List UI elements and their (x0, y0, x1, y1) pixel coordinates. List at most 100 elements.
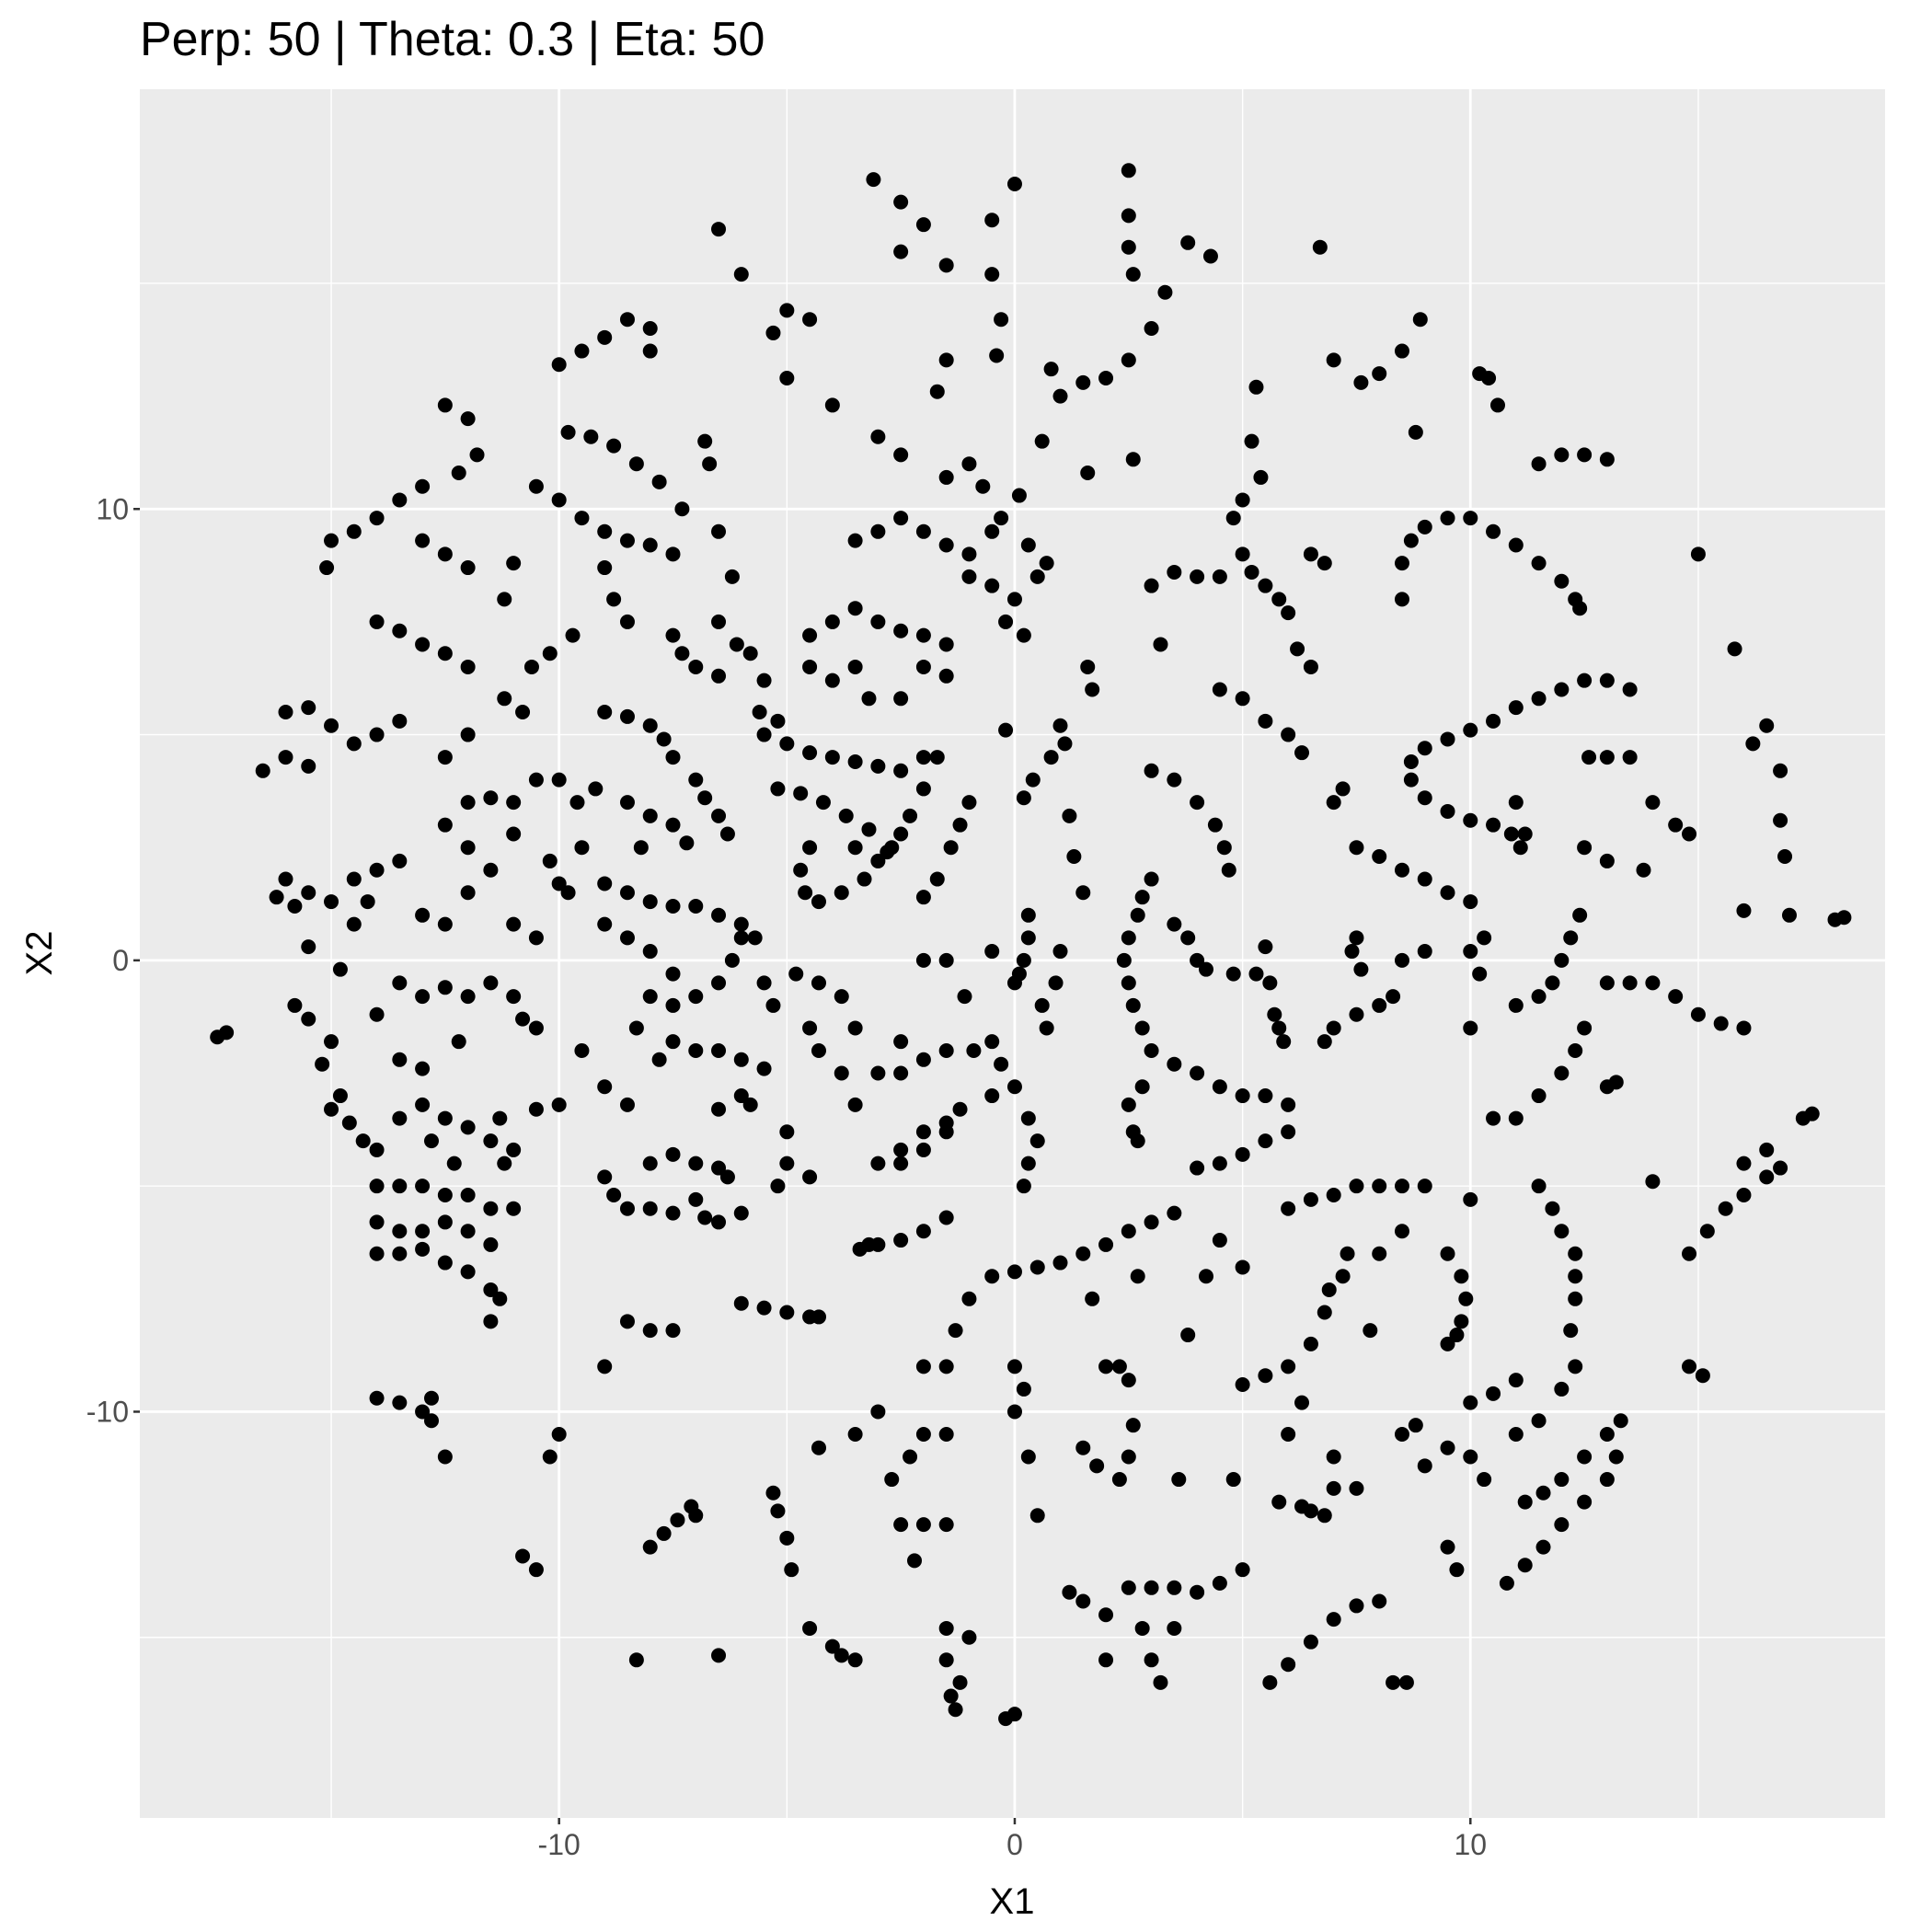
point (1080, 659, 1096, 674)
point (838, 808, 854, 823)
point (324, 718, 339, 733)
point (1508, 1373, 1524, 1388)
point (1517, 1494, 1533, 1510)
point (619, 930, 635, 946)
point (1267, 1006, 1282, 1022)
point (915, 1142, 931, 1157)
point (1545, 975, 1560, 991)
point (1622, 682, 1638, 697)
point (893, 763, 909, 778)
point (1736, 1156, 1752, 1171)
point (1121, 352, 1136, 368)
point (451, 466, 466, 481)
point (688, 1042, 704, 1058)
point (1349, 1179, 1364, 1194)
point (460, 659, 476, 674)
point (733, 1295, 749, 1311)
point (847, 753, 863, 769)
point (1326, 1449, 1341, 1465)
point (665, 817, 681, 833)
point (961, 1291, 977, 1306)
point (597, 523, 613, 539)
point (742, 1097, 758, 1112)
point (642, 343, 658, 359)
point (1512, 840, 1528, 856)
point (893, 1517, 909, 1533)
point (1258, 1133, 1273, 1149)
point (597, 329, 613, 345)
point (506, 916, 522, 932)
point (938, 352, 954, 368)
point (779, 1124, 795, 1140)
point (460, 727, 476, 742)
point (711, 975, 727, 991)
point (415, 478, 431, 494)
plot-panel (140, 89, 1885, 1818)
point (938, 258, 954, 273)
point (1167, 772, 1182, 788)
point (1577, 447, 1593, 463)
point (847, 840, 863, 856)
point (961, 456, 977, 472)
point (1075, 374, 1091, 390)
point (1440, 731, 1455, 747)
point (542, 646, 558, 661)
point (423, 1390, 439, 1406)
point (1190, 569, 1205, 584)
point (324, 533, 339, 548)
point (984, 523, 1000, 539)
point (1281, 1124, 1296, 1140)
point (1349, 930, 1364, 946)
point (437, 750, 453, 765)
point (1773, 763, 1788, 778)
point (1258, 1088, 1273, 1104)
point (1403, 753, 1419, 769)
point (1020, 1110, 1036, 1126)
point (1098, 1652, 1114, 1668)
point (597, 1359, 613, 1374)
point (1039, 1020, 1054, 1036)
point (1121, 163, 1136, 178)
point (1089, 1458, 1105, 1474)
point (724, 952, 740, 968)
point (1759, 1169, 1775, 1185)
point (1463, 1020, 1478, 1036)
point (884, 840, 900, 856)
point (392, 975, 408, 991)
point (847, 1652, 863, 1668)
point (1225, 511, 1241, 526)
point (1699, 1224, 1715, 1239)
point (952, 1674, 968, 1690)
point (1326, 352, 1341, 368)
point (1581, 750, 1597, 765)
point (1098, 1236, 1114, 1252)
point (938, 537, 954, 553)
point (1554, 1517, 1570, 1533)
point (1326, 1612, 1341, 1627)
point (665, 627, 681, 643)
point (779, 1156, 795, 1171)
point (984, 1034, 1000, 1050)
point (1262, 975, 1278, 991)
point (1568, 1359, 1583, 1374)
point (1668, 817, 1684, 833)
point (915, 1426, 931, 1442)
point (1258, 1368, 1273, 1384)
point (674, 646, 690, 661)
point (1340, 1246, 1355, 1261)
point (893, 1142, 909, 1157)
point (1372, 1246, 1387, 1261)
point (369, 862, 385, 878)
point (1608, 1449, 1624, 1465)
point (1668, 989, 1684, 1005)
point (619, 312, 635, 328)
point (688, 659, 704, 674)
point (1317, 1034, 1332, 1050)
point (834, 1648, 849, 1663)
point (1349, 1006, 1364, 1022)
point (824, 673, 840, 688)
point (574, 1042, 590, 1058)
point (515, 1011, 531, 1027)
point (319, 560, 335, 576)
point (870, 758, 886, 774)
